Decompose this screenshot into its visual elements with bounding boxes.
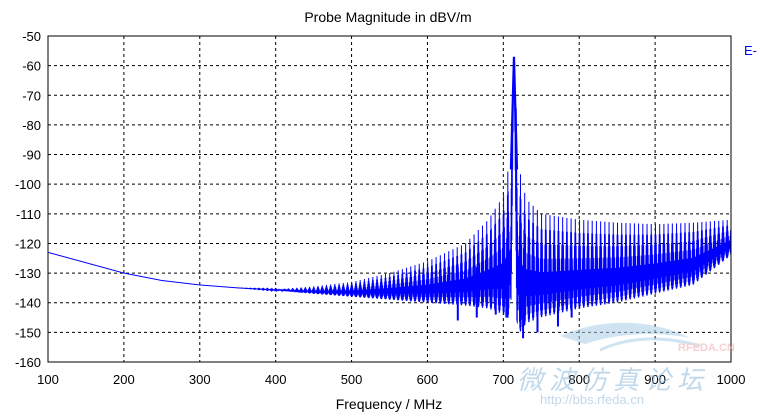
legend-entry: E- bbox=[744, 43, 757, 58]
y-tick-label: -50 bbox=[22, 29, 41, 44]
y-tick-label: -110 bbox=[16, 207, 41, 222]
x-tick-label: 900 bbox=[644, 372, 666, 387]
resonance-peak bbox=[509, 56, 519, 170]
y-axis: -50 -60 -70 -80 -90 -100 -110 -120 -130 -140 -150 -… bbox=[15, 29, 41, 370]
plot-area bbox=[48, 36, 731, 362]
watermark-logo-text: RFEDA.CN bbox=[678, 342, 735, 354]
y-tick-label: -130 bbox=[15, 266, 41, 281]
chart-title: Probe Magnitude in dBV/m bbox=[304, 9, 471, 25]
y-tick-label: -70 bbox=[22, 88, 41, 103]
x-tick-label: 200 bbox=[113, 372, 135, 387]
y-tick-label: -160 bbox=[15, 355, 41, 370]
y-tick-label: -60 bbox=[22, 59, 41, 74]
x-tick-label: 100 bbox=[37, 372, 59, 387]
x-tick-label: 300 bbox=[189, 372, 211, 387]
series-line bbox=[47, 62, 732, 332]
x-tick-label: 600 bbox=[417, 372, 439, 387]
x-tick-label: 700 bbox=[492, 372, 514, 387]
y-tick-label: -140 bbox=[15, 296, 41, 311]
x-axis: 100 200 300 400 500 600 700 800 900 1000 bbox=[37, 372, 745, 387]
watermark-logo: RFEDA.CN 微波仿真论坛 http://bbs.rfeda.cn bbox=[517, 322, 735, 407]
watermark-chinese-text: 微波仿真论坛 bbox=[517, 365, 709, 395]
y-tick-label: -90 bbox=[22, 148, 41, 163]
x-tick-label: 800 bbox=[568, 372, 590, 387]
y-tick-label: -80 bbox=[22, 118, 41, 133]
x-tick-label: 1000 bbox=[717, 372, 746, 387]
y-tick-label: -120 bbox=[15, 236, 41, 251]
y-tick-label: -150 bbox=[15, 325, 41, 340]
series-layer bbox=[47, 56, 732, 339]
y-tick-label: -100 bbox=[15, 177, 41, 192]
x-tick-label: 400 bbox=[265, 372, 287, 387]
x-axis-label: Frequency / MHz bbox=[336, 396, 443, 412]
plot-frame bbox=[47, 35, 732, 363]
watermark-url-text: http://bbs.rfeda.cn bbox=[540, 392, 644, 407]
x-tick-label: 500 bbox=[341, 372, 363, 387]
